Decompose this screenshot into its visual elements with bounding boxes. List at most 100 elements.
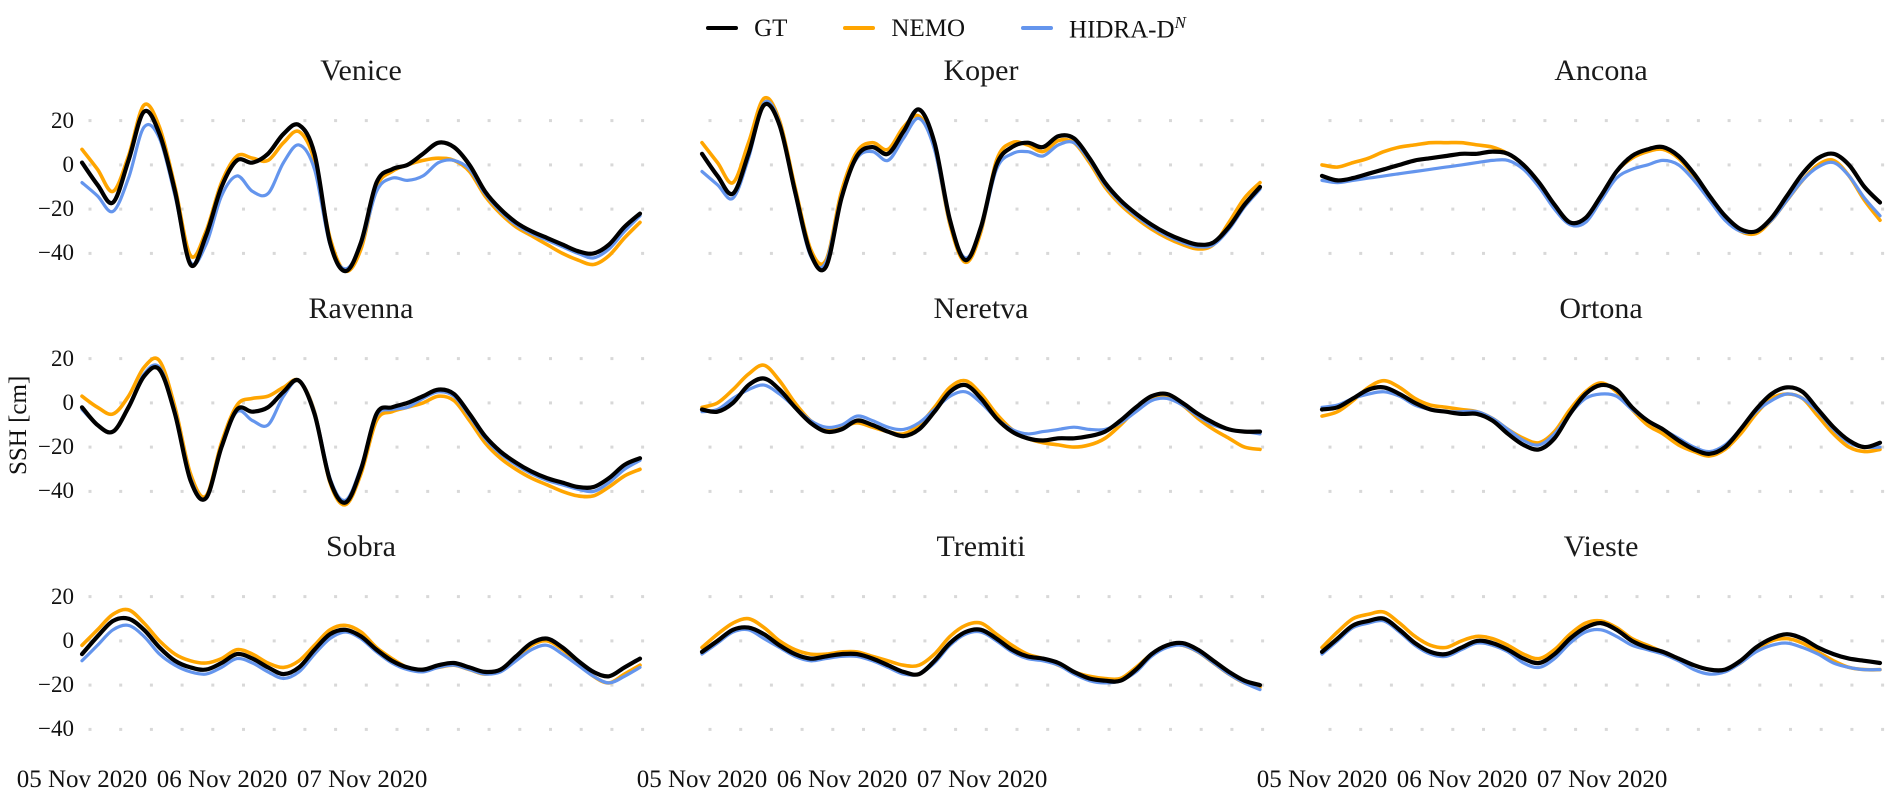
grid-dot: [1482, 401, 1485, 405]
grid-dot: [426, 357, 430, 361]
grid-dot: [984, 357, 988, 361]
grid-dot: [487, 683, 491, 687]
grid-dot: [1230, 207, 1234, 211]
grid-dot: [1850, 207, 1854, 211]
grid-dot: [1819, 639, 1823, 643]
series-line-nemo: [700, 363, 1262, 452]
grid-dot: [1230, 357, 1234, 361]
grid-dot: [1046, 207, 1050, 211]
grid-dot: [739, 207, 743, 211]
plot-ravenna: [79, 356, 645, 507]
grid-dot: [1604, 489, 1608, 493]
grid-dot: [1451, 251, 1455, 255]
grid-dot: [800, 727, 804, 731]
legend-label-hidra: HIDRA-DN: [1069, 12, 1186, 44]
grid-dot: [892, 489, 896, 493]
grid-dot: [862, 683, 865, 687]
grid-dot: [708, 727, 712, 731]
grid-dot: [1635, 401, 1639, 405]
grid-dot: [1420, 119, 1424, 123]
grid-dot: [1881, 683, 1885, 687]
y-tick-label: −40: [38, 716, 74, 742]
grid-dot: [892, 401, 896, 405]
grid-dot: [1758, 727, 1762, 731]
grid-dot: [1261, 445, 1265, 449]
grid-dot: [1727, 119, 1731, 123]
grid-dot: [88, 727, 92, 731]
grid-dot: [1230, 251, 1234, 255]
series-line-gt: [1319, 144, 1883, 235]
grid-dot: [1789, 727, 1792, 731]
grid-dot: [456, 639, 460, 643]
grid-dot: [395, 595, 399, 599]
grid-dot: [1389, 595, 1393, 599]
grid-dot: [708, 119, 712, 123]
grid-dot: [1389, 357, 1393, 361]
grid-dot: [579, 119, 583, 123]
grid-dot: [954, 489, 958, 493]
grid-dot: [831, 683, 835, 687]
grid-dot: [1046, 251, 1050, 255]
subplot-tremiti: Tremiti: [699, 526, 1265, 756]
grid-dot: [1512, 683, 1516, 687]
grid-dot: [1261, 163, 1265, 167]
grid-dot: [862, 401, 865, 405]
grid-dot: [1230, 639, 1234, 643]
grid-dot: [211, 489, 215, 493]
grid-dot: [364, 727, 368, 731]
grid-dot: [1574, 639, 1578, 643]
grid-dot: [487, 251, 491, 255]
grid-dot: [1451, 357, 1455, 361]
grid-dot: [149, 401, 153, 405]
grid-dot: [641, 251, 645, 255]
grid-dot: [1359, 401, 1363, 405]
grid-dot: [303, 119, 307, 123]
grid-dot: [1138, 683, 1142, 687]
grid-dot: [1482, 357, 1485, 361]
series-line-gt: [79, 365, 643, 505]
grid-dot: [1076, 401, 1080, 405]
grid-dot: [303, 251, 307, 255]
grid-dot: [334, 595, 338, 599]
subplot-vieste: Vieste: [1319, 526, 1885, 756]
grid-dot: [610, 639, 614, 643]
grid-dot: [149, 445, 153, 449]
grid-dot: [1169, 401, 1172, 405]
grid-dot: [88, 639, 92, 643]
grid-dot: [1574, 727, 1578, 731]
grid-dot: [610, 445, 614, 449]
grid-dot: [1328, 251, 1332, 255]
grid-dot: [518, 445, 522, 449]
grid-dot: [303, 445, 307, 449]
grid-dot: [1328, 489, 1332, 493]
grid-dot: [1199, 251, 1203, 255]
grid-dot: [1696, 445, 1700, 449]
grid-dot: [892, 639, 896, 643]
grid-dot: [272, 683, 276, 687]
grid-dot: [708, 445, 712, 449]
grid-dot: [954, 401, 958, 405]
grid-dot: [1169, 727, 1172, 731]
plot-neretva: [699, 357, 1265, 493]
grid-dot: [1881, 251, 1885, 255]
grid-dot: [242, 639, 245, 643]
x-axis-col-2: 05 Nov 2020 06 Nov 2020 07 Nov 2020: [637, 764, 1260, 804]
grid-dot: [1727, 595, 1731, 599]
grid-dot: [1138, 489, 1142, 493]
grid-dot: [1169, 251, 1172, 255]
grid-dot: [1758, 639, 1762, 643]
grid-dot: [1789, 357, 1792, 361]
grid-dot: [1696, 639, 1700, 643]
grid-dot: [1451, 727, 1455, 731]
grid-dot: [1604, 683, 1608, 687]
grid-dot: [769, 163, 773, 167]
grid-dot: [272, 445, 276, 449]
grid-dot: [1482, 445, 1485, 449]
grid-dot: [1850, 489, 1854, 493]
grid-dot: [211, 163, 215, 167]
grid-dot: [1727, 683, 1731, 687]
grid-dot: [119, 683, 123, 687]
grid-dot: [1574, 163, 1578, 167]
grid-dot: [1420, 683, 1424, 687]
